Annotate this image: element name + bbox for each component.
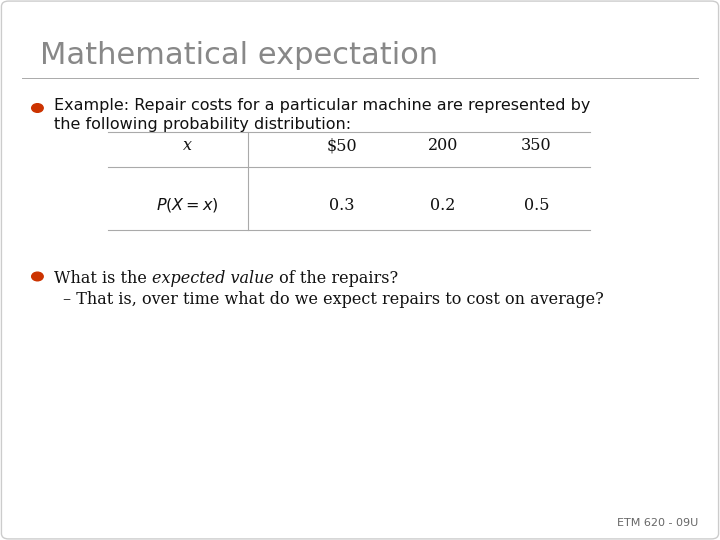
Text: $50: $50 [327, 137, 357, 154]
Text: 350: 350 [521, 137, 552, 154]
Circle shape [32, 272, 43, 281]
Text: ETM 620 - 09U: ETM 620 - 09U [617, 518, 698, 528]
Text: 0.3: 0.3 [329, 197, 355, 214]
Text: x: x [183, 137, 192, 154]
Text: the following probability distribution:: the following probability distribution: [54, 117, 351, 132]
Text: 200: 200 [428, 137, 458, 154]
Text: of the repairs?: of the repairs? [274, 270, 398, 287]
Text: 0.2: 0.2 [430, 197, 456, 214]
Circle shape [32, 104, 43, 112]
Text: – That is, over time what do we expect repairs to cost on average?: – That is, over time what do we expect r… [63, 291, 603, 307]
Text: Mathematical expectation: Mathematical expectation [40, 40, 438, 70]
Text: expected value: expected value [152, 270, 274, 287]
Text: What is the: What is the [54, 270, 152, 287]
Text: 0.5: 0.5 [523, 197, 549, 214]
Text: $P(X=x)$: $P(X=x)$ [156, 196, 219, 214]
Text: Example: Repair costs for a particular machine are represented by: Example: Repair costs for a particular m… [54, 98, 590, 113]
